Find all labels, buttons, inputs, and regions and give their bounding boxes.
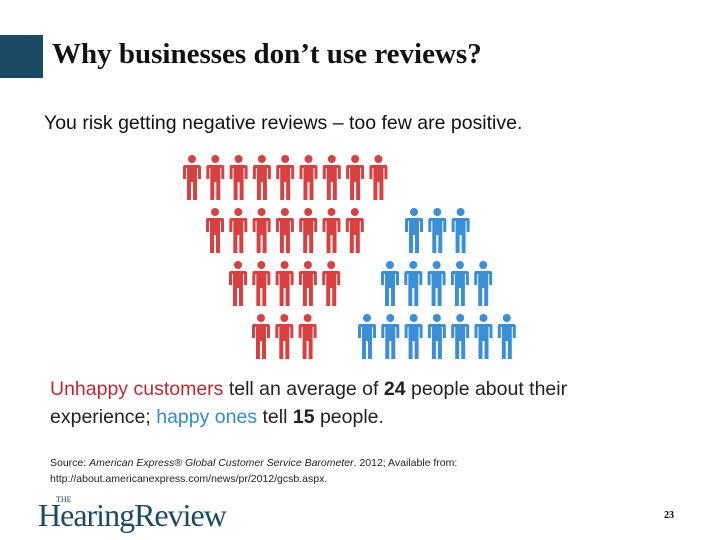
unhappy-person-icon [229,208,248,253]
unhappy-person-icon [276,155,295,200]
statistic-text: Unhappy customers tell an average of 24 … [50,375,670,431]
happy-person-icon [450,261,469,306]
slide-title: Why businesses don’t use reviews? [52,38,482,70]
happy-person-icon [404,261,423,306]
stat-text: people about their experience; [50,378,568,428]
happy-person-icon [358,314,376,359]
unhappy-person-icon [183,155,201,200]
unhappy-person-icon [229,155,248,200]
unhappy-label: Unhappy customers [50,378,224,400]
stat-text: people. [314,406,384,428]
happy-person-icon [404,314,423,359]
unhappy-person-icon [275,208,294,253]
unhappy-person-icon [369,155,388,200]
happy-person-icon [405,208,423,253]
unhappy-person-icon [322,208,341,253]
slide-subtitle: You risk getting negative reviews – too … [44,112,523,134]
stat-text: tell [257,406,293,428]
happy-person-icon [381,261,399,306]
unhappy-person-icon [206,155,225,200]
stat-text: tell an average of [223,378,384,400]
happy-label: happy ones [156,406,258,428]
logo-the: THE [56,495,72,504]
happy-person-icon [427,314,446,359]
logo-text: HearingReview [38,497,227,533]
unhappy-person-icon [322,155,341,200]
unhappy-person-icon [252,314,270,359]
source-prefix: Source: [50,457,90,469]
unhappy-person-icon [275,261,294,306]
unhappy-count: 24 [383,378,406,400]
unhappy-person-icon [252,208,271,253]
happy-count: 15 [292,406,315,428]
unhappy-person-icon [252,155,271,200]
unhappy-person-icon [299,208,318,253]
unhappy-person-icon [298,261,317,306]
happy-person-icon [474,261,493,306]
unhappy-person-icon [252,261,271,306]
source-work: American Express® Global Customer Servic… [89,457,354,469]
unhappy-person-icon [322,261,341,306]
source-citation: Source: American Express® Global Custome… [50,455,457,487]
unhappy-person-icon [345,208,364,253]
title-accent-block [0,35,43,78]
unhappy-person-icon [275,314,294,359]
happy-person-icon [381,314,400,359]
source-suffix: . 2012; Available from: [353,457,458,469]
unhappy-person-icon [206,208,224,253]
unhappy-person-icon [299,155,318,200]
source-url: http://about.americanexpress.com/news/pr… [50,473,328,485]
happy-person-icon [428,208,447,253]
unhappy-person-icon [229,261,247,306]
happy-person-icon [451,314,470,359]
happy-person-icon [427,261,446,306]
unhappy-person-icon [346,155,365,200]
happy-person-icon [474,314,493,359]
happy-person-icon [451,208,470,253]
happy-person-icon [497,314,516,359]
hearing-review-logo: THE HearingReview [38,495,227,534]
page-number: 23 [664,510,674,521]
unhappy-person-icon [298,314,317,359]
